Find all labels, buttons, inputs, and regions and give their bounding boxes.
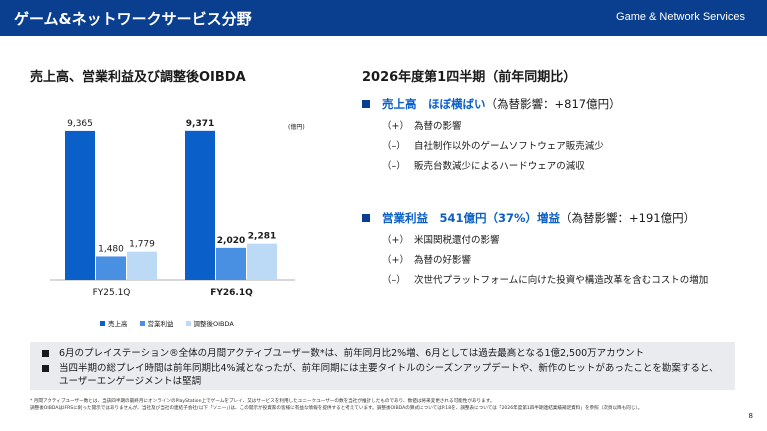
segment-name: Game & Network Services [616, 11, 745, 23]
value-label: 2,020 [217, 236, 245, 246]
square-bullet-icon [42, 350, 49, 357]
profit-item: （+） 米国関税還付の影響 [382, 232, 752, 246]
value-label: 9,365 [67, 119, 93, 129]
item-text: 為替の好影響 [414, 255, 472, 266]
bar-chart: 9,365 1,480 1,779 FY25.1Q 9,371 2,020 2,281 FY2… [30, 100, 320, 340]
item-text: 為替の影響 [414, 121, 462, 132]
bar [96, 256, 126, 280]
notes-box: 6月のプレイステーション®全体の月間アクティブユーザー数*は、前年同月比2%増、… [30, 342, 735, 390]
value-label: 1,480 [98, 244, 124, 254]
profit-item: （–） 次世代プラットフォームに向けた投資や構造改革を含むコストの増加 [382, 272, 752, 286]
sign: （–） [382, 161, 406, 172]
sign: （+） [382, 255, 409, 266]
bar [216, 247, 246, 280]
sales-item: （+） 為替の影響 [382, 118, 752, 132]
sign: （+） [382, 235, 409, 246]
legend-swatch-sales [100, 320, 105, 326]
legend-item-sales: 売上高 [100, 318, 128, 328]
footnote-text: 調整後OIBDAはIFRSに則った開示ではありませんが、当社及び当社の連結子会社… [30, 406, 643, 411]
item-text: 販売台数減少によるハードウェアの減収 [414, 161, 585, 172]
footnotes: * 月間アクティブユーザー数とは、当該四半期の最終月にオンラインのPlaySta… [30, 398, 735, 412]
bar [127, 251, 157, 280]
bar [247, 243, 277, 280]
chart-svg: 9,365 1,480 1,779 FY25.1Q 9,371 2,020 2,281 FY2… [50, 119, 295, 298]
sign: （–） [382, 275, 406, 286]
profit-highlight: 営業利益 541億円（37%）増益 [382, 211, 561, 225]
sign: （–） [382, 141, 406, 152]
footnote-text: * 月間アクティブユーザー数とは、当該四半期の最終月にオンラインのPlaySta… [30, 399, 495, 404]
legend-label-sales: 売上高 [108, 320, 128, 328]
category-label: FY25.1Q [93, 288, 131, 298]
profit-bullet: 営業利益 541億円（37%）増益 （為替影響：+191億円） [362, 210, 752, 226]
bar [185, 130, 215, 280]
item-text: 次世代プラットフォームに向けた投資や構造改革を含むコストの増加 [414, 275, 709, 286]
sales-bullet: 売上高 ほぼ横ばい （為替影響：+817億円） [362, 96, 752, 112]
sales-item: （–） 販売台数減少によるハードウェアの減収 [382, 158, 752, 172]
value-label: 2,281 [248, 232, 276, 242]
legend-item-operating-income: 営業利益 [139, 318, 174, 328]
square-bullet-icon [42, 365, 49, 372]
legend-swatch-oibda [185, 320, 191, 326]
legend-label-operating-income: 営業利益 [147, 320, 174, 328]
header-bar: ゲーム&ネットワークサービス分野 Game & Network Services [0, 0, 767, 36]
sales-highlight: 売上高 ほぼ横ばい [382, 97, 486, 111]
chart-section-title: 売上高、営業利益及び調整後OIBDA [30, 70, 246, 85]
bar [65, 130, 95, 280]
square-bullet-icon [362, 214, 370, 222]
page-title: ゲーム&ネットワークサービス分野 [14, 10, 252, 28]
note-text: 6月のプレイステーション®全体の月間アクティブユーザー数*は、前年同月比2%増、… [59, 348, 645, 359]
square-bullet-icon [362, 100, 370, 108]
summary-title: 2026年度第1四半期（前年同期比） [362, 70, 577, 85]
category-label: FY26.1Q [210, 288, 253, 298]
page-number: 8 [748, 412, 753, 420]
item-text: 自社制作以外のゲームソフトウェア販売減少 [414, 141, 604, 152]
unit-label: (億円) [288, 124, 305, 131]
sign: （+） [382, 121, 409, 132]
note-row: 6月のプレイステーション®全体の月間アクティブユーザー数*は、前年同月比2%増、… [38, 347, 727, 360]
legend-item-oibda: 調整後OIBDA [185, 318, 234, 328]
value-label: 9,371 [186, 119, 214, 129]
sales-fx-detail: （為替影響：+817億円） [485, 97, 621, 111]
sales-item: （–） 自社制作以外のゲームソフトウェア販売減少 [382, 138, 752, 152]
note-text: 当四半期の総プレイ時間は前年同期比4%減となったが、前年同期には主要タイトルのシ… [59, 363, 719, 387]
summary-panel: 売上高 ほぼ横ばい （為替影響：+817億円） （+） 為替の影響 （–） 自社制作… [362, 96, 752, 286]
chart-legend: 売上高 営業利益 調整後OIBDA [100, 318, 234, 328]
profit-fx-detail: （為替影響：+191億円） [560, 211, 696, 225]
note-row: 当四半期の総プレイ時間は前年同期比4%減となったが、前年同期には主要タイトルのシ… [38, 362, 727, 388]
item-text: 米国関税還付の影響 [414, 235, 500, 246]
legend-swatch-operating-income [139, 320, 145, 326]
profit-item: （+） 為替の好影響 [382, 252, 752, 266]
legend-label-oibda: 調整後OIBDA [193, 320, 234, 328]
value-label: 1,779 [129, 240, 155, 250]
